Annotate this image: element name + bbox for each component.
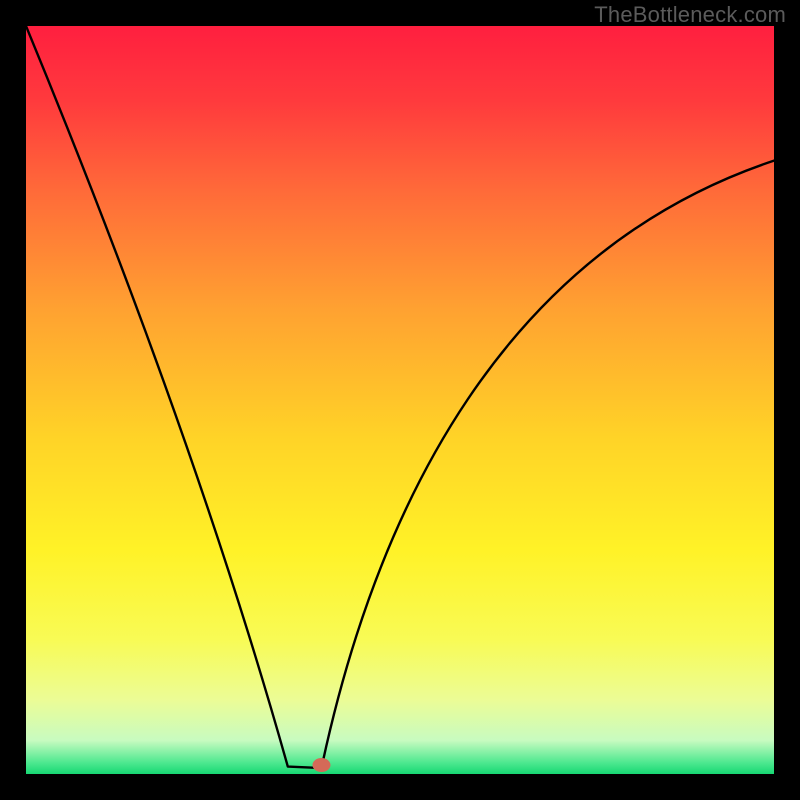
optimal-point-marker xyxy=(312,758,330,772)
watermark-text: TheBottleneck.com xyxy=(594,2,786,28)
plot-area xyxy=(26,26,774,774)
plot-background xyxy=(26,26,774,774)
plot-svg xyxy=(26,26,774,774)
